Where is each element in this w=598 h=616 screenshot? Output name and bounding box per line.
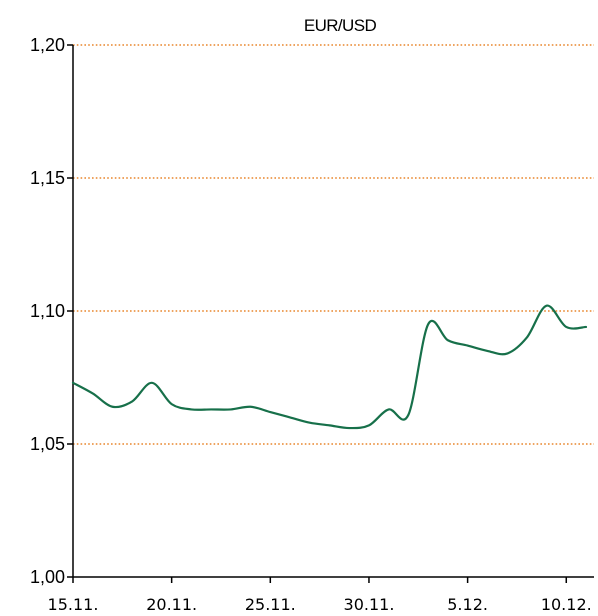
data-point-24	[545, 304, 547, 306]
data-point-26	[585, 326, 587, 328]
series-line-eur-usd	[71, 304, 588, 430]
y-tick-label-0: 1,00	[30, 567, 65, 587]
y-tick-label-3: 1,15	[30, 168, 65, 188]
x-tick-label-0: 15.11.	[48, 595, 99, 614]
y-tick-label-2: 1,10	[30, 301, 65, 321]
data-point-16	[387, 408, 389, 410]
data-point-15	[368, 424, 370, 426]
series-layer	[71, 304, 588, 430]
x-tick-label-4: 5.12.	[447, 595, 488, 614]
data-point-20	[466, 344, 468, 346]
data-point-7	[210, 408, 212, 410]
data-point-19	[447, 339, 449, 341]
x-tick-label-2: 25.11.	[245, 595, 296, 614]
data-point-10	[269, 411, 271, 413]
data-point-18	[427, 323, 429, 325]
chart-title: EUR/USD	[304, 16, 377, 35]
y-axis-tick-labels: 1,00 1,05 1,10 1,15 1,20	[30, 35, 65, 587]
data-point-8	[230, 408, 232, 410]
data-point-17	[407, 414, 409, 416]
data-point-0	[72, 382, 74, 384]
data-point-13	[328, 424, 330, 426]
grid-lines	[73, 44, 594, 445]
data-point-14	[348, 427, 350, 429]
data-point-22	[506, 352, 508, 354]
data-point-3	[131, 400, 133, 402]
data-point-9	[249, 406, 251, 408]
data-point-12	[309, 422, 311, 424]
data-point-6	[190, 408, 192, 410]
data-point-23	[526, 336, 528, 338]
data-point-11	[289, 416, 291, 418]
data-point-1	[92, 392, 94, 394]
data-point-2	[111, 406, 113, 408]
x-tick-label-1: 20.11.	[146, 595, 197, 614]
data-point-5	[170, 403, 172, 405]
x-tick-label-5: 10.12.	[541, 595, 592, 614]
data-point-21	[486, 350, 488, 352]
data-point-25	[565, 326, 567, 328]
axes	[67, 44, 594, 583]
data-point-4	[151, 382, 153, 384]
y-tick-label-4: 1,20	[30, 35, 65, 55]
x-axis-tick-labels: 15.11. 20.11. 25.11. 30.11. 5.12. 10.12.	[48, 595, 592, 614]
x-tick-label-3: 30.11.	[344, 595, 395, 614]
y-tick-label-1: 1,05	[30, 434, 65, 454]
